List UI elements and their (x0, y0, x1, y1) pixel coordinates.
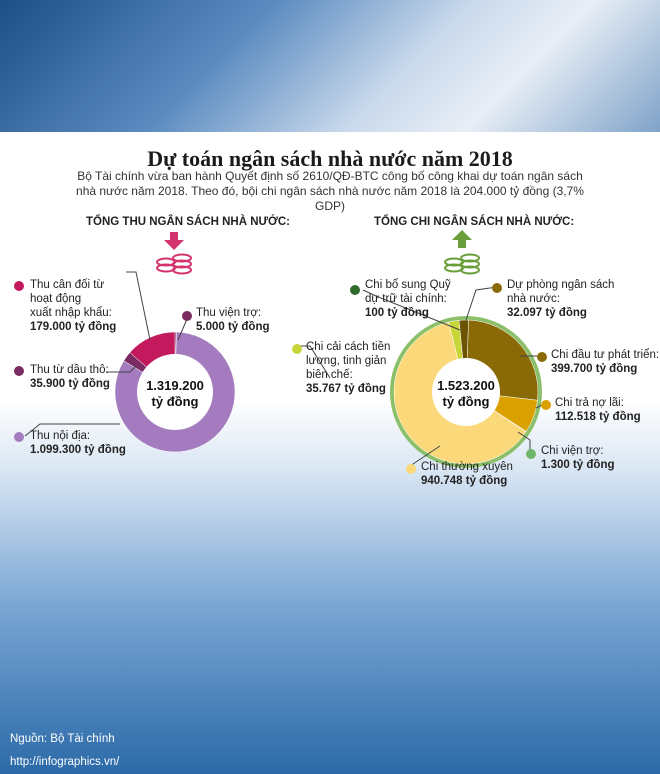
up-arrow-coins-icon (444, 230, 480, 275)
expenditure-total-label: 1.523.200 tỷ đồng (421, 378, 511, 410)
label-du-phong: Dự phòng ngân sách nhà nước: 32.097 tỷ đ… (507, 278, 614, 320)
label-quy-du-tru-line1: Chi bổ sung Quỹ (365, 279, 451, 291)
legend-dot-xuat-nhap-khau (14, 281, 24, 291)
label-tra-no-lai: Chi trả nợ lãi: 112.518 tỷ đồng (555, 396, 641, 424)
label-cai-cach-line2: lương, tinh giản (306, 355, 387, 367)
legend-dot-noi-dia (14, 432, 24, 442)
label-xuat-nhap-khau-line3: xuất nhập khẩu: (30, 307, 112, 319)
label-chi-vien-tro-name: Chi viện trợ: (541, 445, 604, 457)
background-chart-illustration (0, 400, 660, 774)
label-noi-dia: Thu nội địa: 1.099.300 tỷ đồng (30, 429, 126, 457)
legend-dot-quy-du-tru (350, 285, 360, 295)
revenue-total-unit: tỷ đồng (151, 394, 199, 409)
expenditure-chart-title: TỔNG CHI NGÂN SÁCH NHÀ NƯỚC: (374, 216, 575, 228)
down-arrow-coins-icon (156, 232, 192, 275)
legend-dot-thuong-xuyen (406, 464, 416, 474)
label-thuong-xuyen: Chi thường xuyên 940.748 tỷ đồng (421, 460, 513, 488)
value-vien-tro: 5.000 tỷ đồng (196, 321, 270, 333)
intro-text: Bộ Tài chính vừa ban hành Quyết định số … (76, 169, 584, 213)
label-cai-cach: Chi cải cách tiền lương, tinh giản biên … (306, 340, 390, 396)
expenditure-total-unit: tỷ đồng (442, 394, 490, 409)
value-chi-vien-tro: 1.300 tỷ đồng (541, 459, 615, 471)
value-dau-tu: 399.700 tỷ đồng (551, 363, 638, 375)
value-xuat-nhap-khau: 179.000 tỷ đồng (30, 321, 117, 333)
value-noi-dia: 1.099.300 tỷ đồng (30, 444, 126, 456)
expenditure-pie (390, 316, 542, 468)
expenditure-pie-ring (390, 316, 542, 468)
source-text: Nguồn: Bộ Tài chính (10, 733, 115, 745)
page-title: Dự toán ngân sách nhà nước năm 2018 (147, 146, 513, 171)
label-xuat-nhap-khau-line1: Thu cân đối từ (30, 279, 105, 291)
label-chi-vien-tro: Chi viện trợ: 1.300 tỷ đồng (541, 444, 615, 472)
legend-dot-tra-no-lai (541, 400, 551, 410)
label-dau-tu-name: Chi đầu tư phát triển: (551, 349, 660, 361)
value-tra-no-lai: 112.518 tỷ đồng (555, 411, 641, 423)
website-link[interactable]: http://infographics.vn/ (10, 756, 120, 768)
value-quy-du-tru: 100 tỷ đồng (365, 307, 429, 319)
revenue-total-label: 1.319.200 tỷ đồng (130, 378, 220, 410)
value-thuong-xuyen: 940.748 tỷ đồng (421, 475, 508, 487)
leader-lines (24, 271, 545, 467)
expenditure-total-value: 1.523.200 (437, 378, 495, 393)
legend-dot-du-phong (492, 283, 502, 293)
legend-dot-dau-tu (537, 352, 547, 362)
label-vien-tro: Thu viện trợ: 5.000 tỷ đồng (196, 306, 270, 334)
expenditure-pie-hole (432, 358, 500, 426)
revenue-total-value: 1.319.200 (146, 378, 204, 393)
label-quy-du-tru-line2: dự trữ tài chính: (365, 293, 447, 305)
label-dau-tho-name: Thu từ dầu thô: (30, 364, 109, 376)
label-noi-dia-name: Thu nội địa: (30, 430, 91, 442)
header-banner-image (0, 0, 660, 132)
label-xuat-nhap-khau-line2: hoạt động (30, 293, 82, 305)
label-cai-cach-line1: Chi cải cách tiền (306, 341, 391, 353)
value-du-phong: 32.097 tỷ đồng (507, 307, 587, 319)
label-du-phong-line2: nhà nước: (507, 293, 560, 305)
label-dau-tho: Thu từ dầu thô: 35.900 tỷ đồng (30, 363, 110, 391)
label-tra-no-lai-name: Chi trả nợ lãi: (555, 397, 624, 409)
legend-dot-vien-tro (182, 311, 192, 321)
label-dau-tu: Chi đầu tư phát triển: 399.700 tỷ đồng (551, 348, 659, 376)
label-vien-tro-name: Thu viện trợ: (196, 307, 262, 319)
label-thuong-xuyen-name: Chi thường xuyên (421, 461, 513, 473)
legend-dot-dau-tho (14, 366, 24, 376)
legend-dot-chi-vien-tro (526, 449, 536, 459)
revenue-chart-title: TỔNG THU NGÂN SÁCH NHÀ NƯỚC: (86, 216, 290, 228)
label-xuat-nhap-khau: Thu cân đối từ hoạt động xuất nhập khẩu:… (30, 278, 116, 334)
label-du-phong-line1: Dự phòng ngân sách (507, 279, 615, 291)
revenue-donut-hole (137, 354, 213, 430)
label-quy-du-tru: Chi bổ sung Quỹ dự trữ tài chính: 100 tỷ… (365, 278, 451, 320)
value-dau-tho: 35.900 tỷ đồng (30, 378, 110, 390)
value-cai-cach: 35.767 tỷ đồng (306, 383, 386, 395)
legend-dot-cai-cach (292, 344, 302, 354)
label-cai-cach-line3: biên chế: (306, 369, 353, 381)
